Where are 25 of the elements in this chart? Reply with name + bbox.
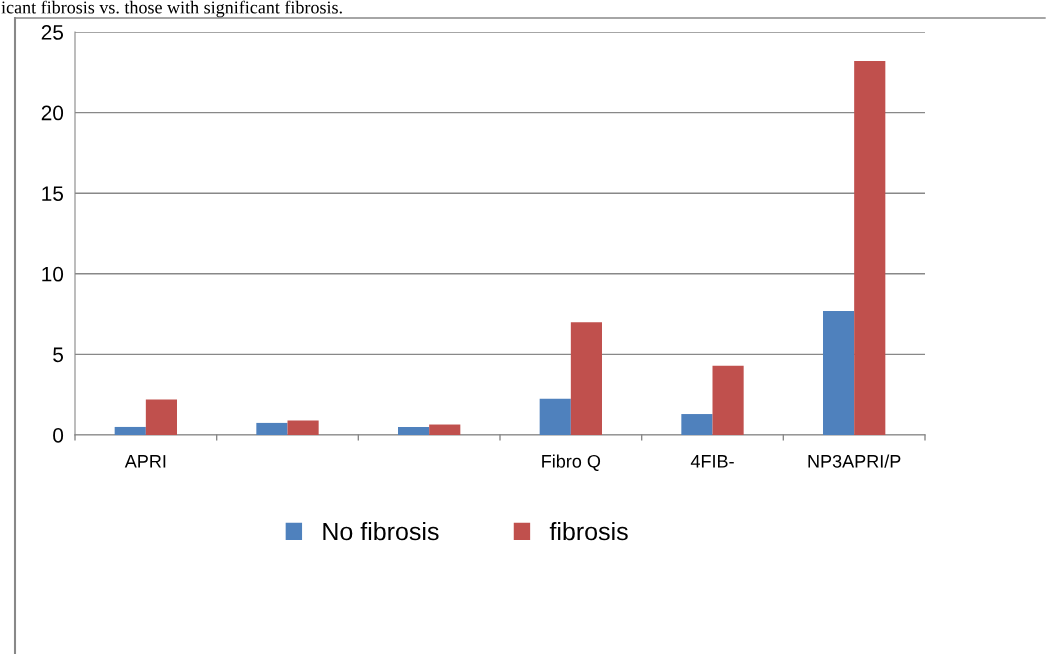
text: icant fibrosis vs. those with significant fibrosis. xyxy=(1,0,342,18)
bar xyxy=(287,420,319,435)
bar xyxy=(398,426,430,435)
bar xyxy=(712,365,744,435)
y-tick-label: 20 xyxy=(41,105,64,121)
bar xyxy=(570,322,602,435)
x-tick-label: APRI xyxy=(124,455,166,468)
legend-label: No fibrosis xyxy=(323,521,439,541)
bar xyxy=(681,414,713,435)
legend-label: fibrosis xyxy=(549,521,628,541)
bar xyxy=(539,398,571,435)
bar xyxy=(429,424,461,435)
y-tick-label: 25 xyxy=(41,25,64,40)
y-tick-label: 10 xyxy=(42,266,64,282)
bar xyxy=(114,426,146,435)
bar xyxy=(854,61,886,435)
x-tick-label: 4FIB- xyxy=(690,455,734,468)
bar xyxy=(256,422,288,435)
bar xyxy=(823,310,855,435)
y-tick-label: 0 xyxy=(53,428,64,443)
y-tick-label: 5 xyxy=(53,347,64,363)
x-tick-label: Fibro Q xyxy=(542,454,601,471)
x-tick-label: NP3APRI/P xyxy=(808,454,901,468)
y-tick-label: 15 xyxy=(42,186,64,201)
bar xyxy=(145,399,177,435)
